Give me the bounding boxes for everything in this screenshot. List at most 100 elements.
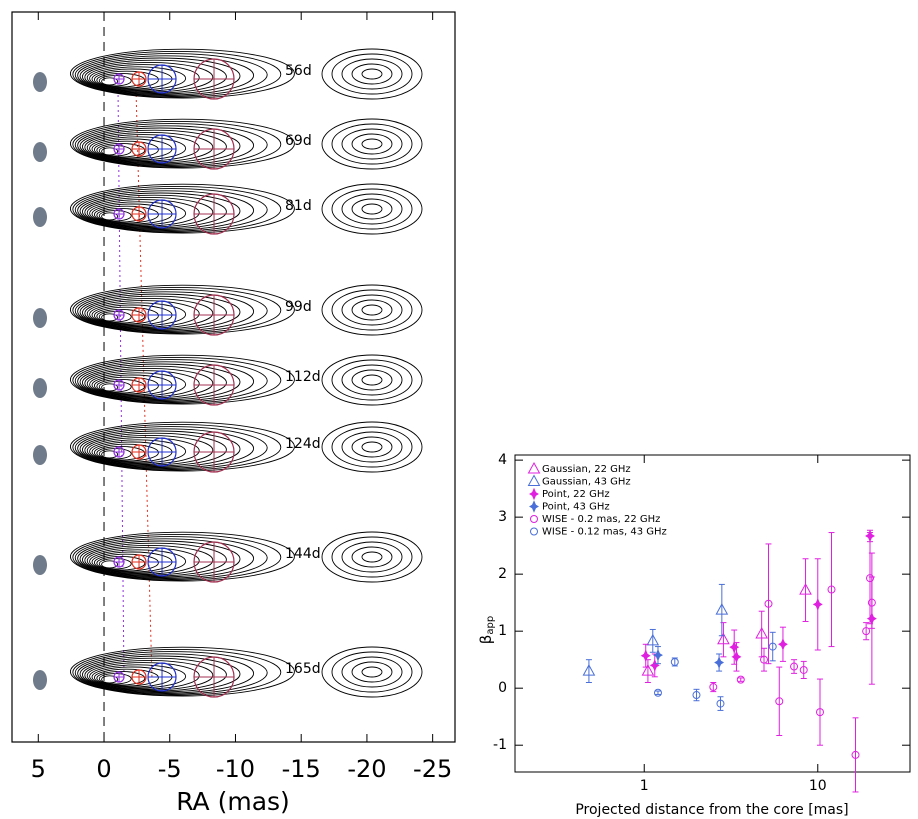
contour [79,540,241,578]
contour [72,185,282,233]
contour [101,450,119,459]
point [729,640,740,654]
point [755,626,769,639]
contour [79,363,241,401]
contour [321,354,423,406]
legend-marker [530,527,538,536]
contour [321,183,423,235]
contour [89,439,187,464]
point [670,657,679,666]
error-bar [791,659,798,674]
contour [81,432,227,467]
point [775,697,784,706]
contour [351,63,393,85]
point [760,655,769,664]
error-bar [852,717,859,793]
contour [84,196,214,228]
contour [351,661,393,683]
error-bar [800,660,807,679]
legend-label: WISE - 0.2 mas, 22 GHz [542,514,660,525]
x-tick-label: -5 [158,755,182,783]
contour [341,656,403,688]
contour [361,203,383,215]
error-bar [765,543,772,665]
epoch-label: 144d [285,546,321,562]
point [790,662,799,671]
error-bar [718,583,725,637]
point [764,599,773,608]
point [731,650,742,664]
point [646,633,660,646]
contour [81,657,227,692]
contour [84,544,214,576]
y-axis-symbol: β [477,635,495,645]
beam [33,308,47,328]
error-bar [828,532,835,648]
contour [89,302,187,327]
contour [361,138,383,150]
contour [86,134,200,162]
y-tick-label: 1 [498,623,507,639]
contour [331,53,413,95]
epoch-label: 124d [285,436,321,452]
contour [84,297,214,329]
contour [77,125,255,166]
contour [86,370,200,398]
contour [69,354,295,405]
epoch-label: 99d [285,299,312,315]
contour [69,531,295,582]
contour [72,423,282,471]
contour [84,659,214,691]
contour [331,536,413,578]
contour [341,193,403,225]
epoch-label: 56d [285,63,312,79]
point [736,675,745,684]
beam [33,142,47,162]
point [582,664,596,676]
contour [72,533,282,581]
point [715,603,729,615]
legend-marker [529,487,539,501]
y-tick-label: -1 [493,737,507,753]
point [827,585,836,594]
contour [86,300,200,328]
contour [341,541,403,573]
contour [74,123,268,167]
x-tick-label: -10 [216,755,255,783]
error-bar [761,647,768,672]
contour [321,531,423,583]
contour [321,118,423,170]
y-tick-label: 4 [498,452,507,468]
point [649,659,660,672]
contour [341,294,403,326]
contour [72,120,282,168]
error-bar [769,631,776,662]
contour [96,378,146,394]
contour [89,201,187,226]
contour [331,651,413,693]
contour [84,434,214,466]
contour [74,53,268,97]
error-bar [776,666,783,737]
contour [101,212,119,221]
contour [84,367,214,399]
contour [79,127,241,165]
error-bar [649,628,656,653]
contour [77,361,255,402]
legend-label: Gaussian, 22 GHz [542,464,631,475]
contour [101,313,119,322]
contour [74,188,268,232]
x-tick-label: 1 [640,778,649,794]
contour [84,61,214,93]
contour [351,436,393,458]
beam [33,72,47,92]
contour [89,372,187,397]
contour [81,542,227,577]
contour [72,356,282,404]
contour [351,546,393,568]
point [692,691,701,700]
epoch-label: 69d [285,133,312,149]
point [717,632,730,645]
error-bar [717,696,724,711]
